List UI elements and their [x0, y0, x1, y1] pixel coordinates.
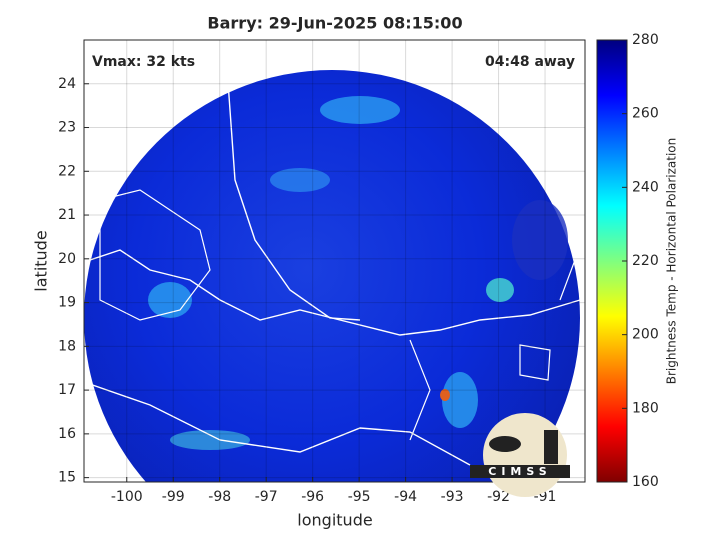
x-tick-label: -94 [394, 489, 417, 505]
x-tick-label: -93 [441, 489, 464, 505]
logo-text: CIMSS [488, 465, 551, 478]
x-tick-label: -96 [301, 489, 324, 505]
x-axis-label: longitude [297, 511, 372, 530]
logo: CIMSS [470, 413, 570, 497]
annotation: 04:48 away [485, 54, 575, 70]
y-tick-label: 24 [58, 76, 76, 92]
y-tick-label: 17 [58, 382, 76, 398]
y-tick-label: 15 [58, 470, 76, 486]
plot-frame [83, 39, 586, 483]
swath [84, 40, 581, 482]
y-tick-label: 22 [58, 163, 76, 179]
colorbar-tick-label: 160 [632, 474, 659, 490]
x-tick-label: -98 [208, 489, 231, 505]
x-tick-label: -100 [111, 489, 143, 505]
colorbar-label: Brightness Temp - Horizontal Polarizatio… [665, 138, 679, 385]
colorbar-tick-label: 280 [632, 32, 659, 48]
colorbar-tick-label: 180 [632, 400, 659, 416]
y-tick-label: 16 [58, 426, 76, 442]
y-tick-label: 23 [58, 120, 76, 136]
x-tick-label: -95 [348, 489, 371, 505]
colorbar-tick-label: 260 [632, 106, 659, 122]
y-tick-label: 19 [58, 295, 76, 311]
colorbar-tick-label: 240 [632, 179, 659, 195]
y-axis-label: latitude [32, 230, 51, 291]
y-tick-label: 21 [58, 207, 76, 223]
colorbar-tick-label: 220 [632, 253, 659, 269]
x-tick-label: -99 [162, 489, 185, 505]
y-tick-label: 18 [58, 338, 76, 354]
y-tick-label: 20 [58, 251, 76, 267]
x-tick-label: -97 [255, 489, 278, 505]
chart-title: Barry: 29-Jun-2025 08:15:00 [207, 14, 462, 33]
annotation: Vmax: 32 kts [92, 54, 195, 70]
colorbar-tick-label: 200 [632, 327, 659, 343]
x-tick-label: -92 [487, 489, 510, 505]
